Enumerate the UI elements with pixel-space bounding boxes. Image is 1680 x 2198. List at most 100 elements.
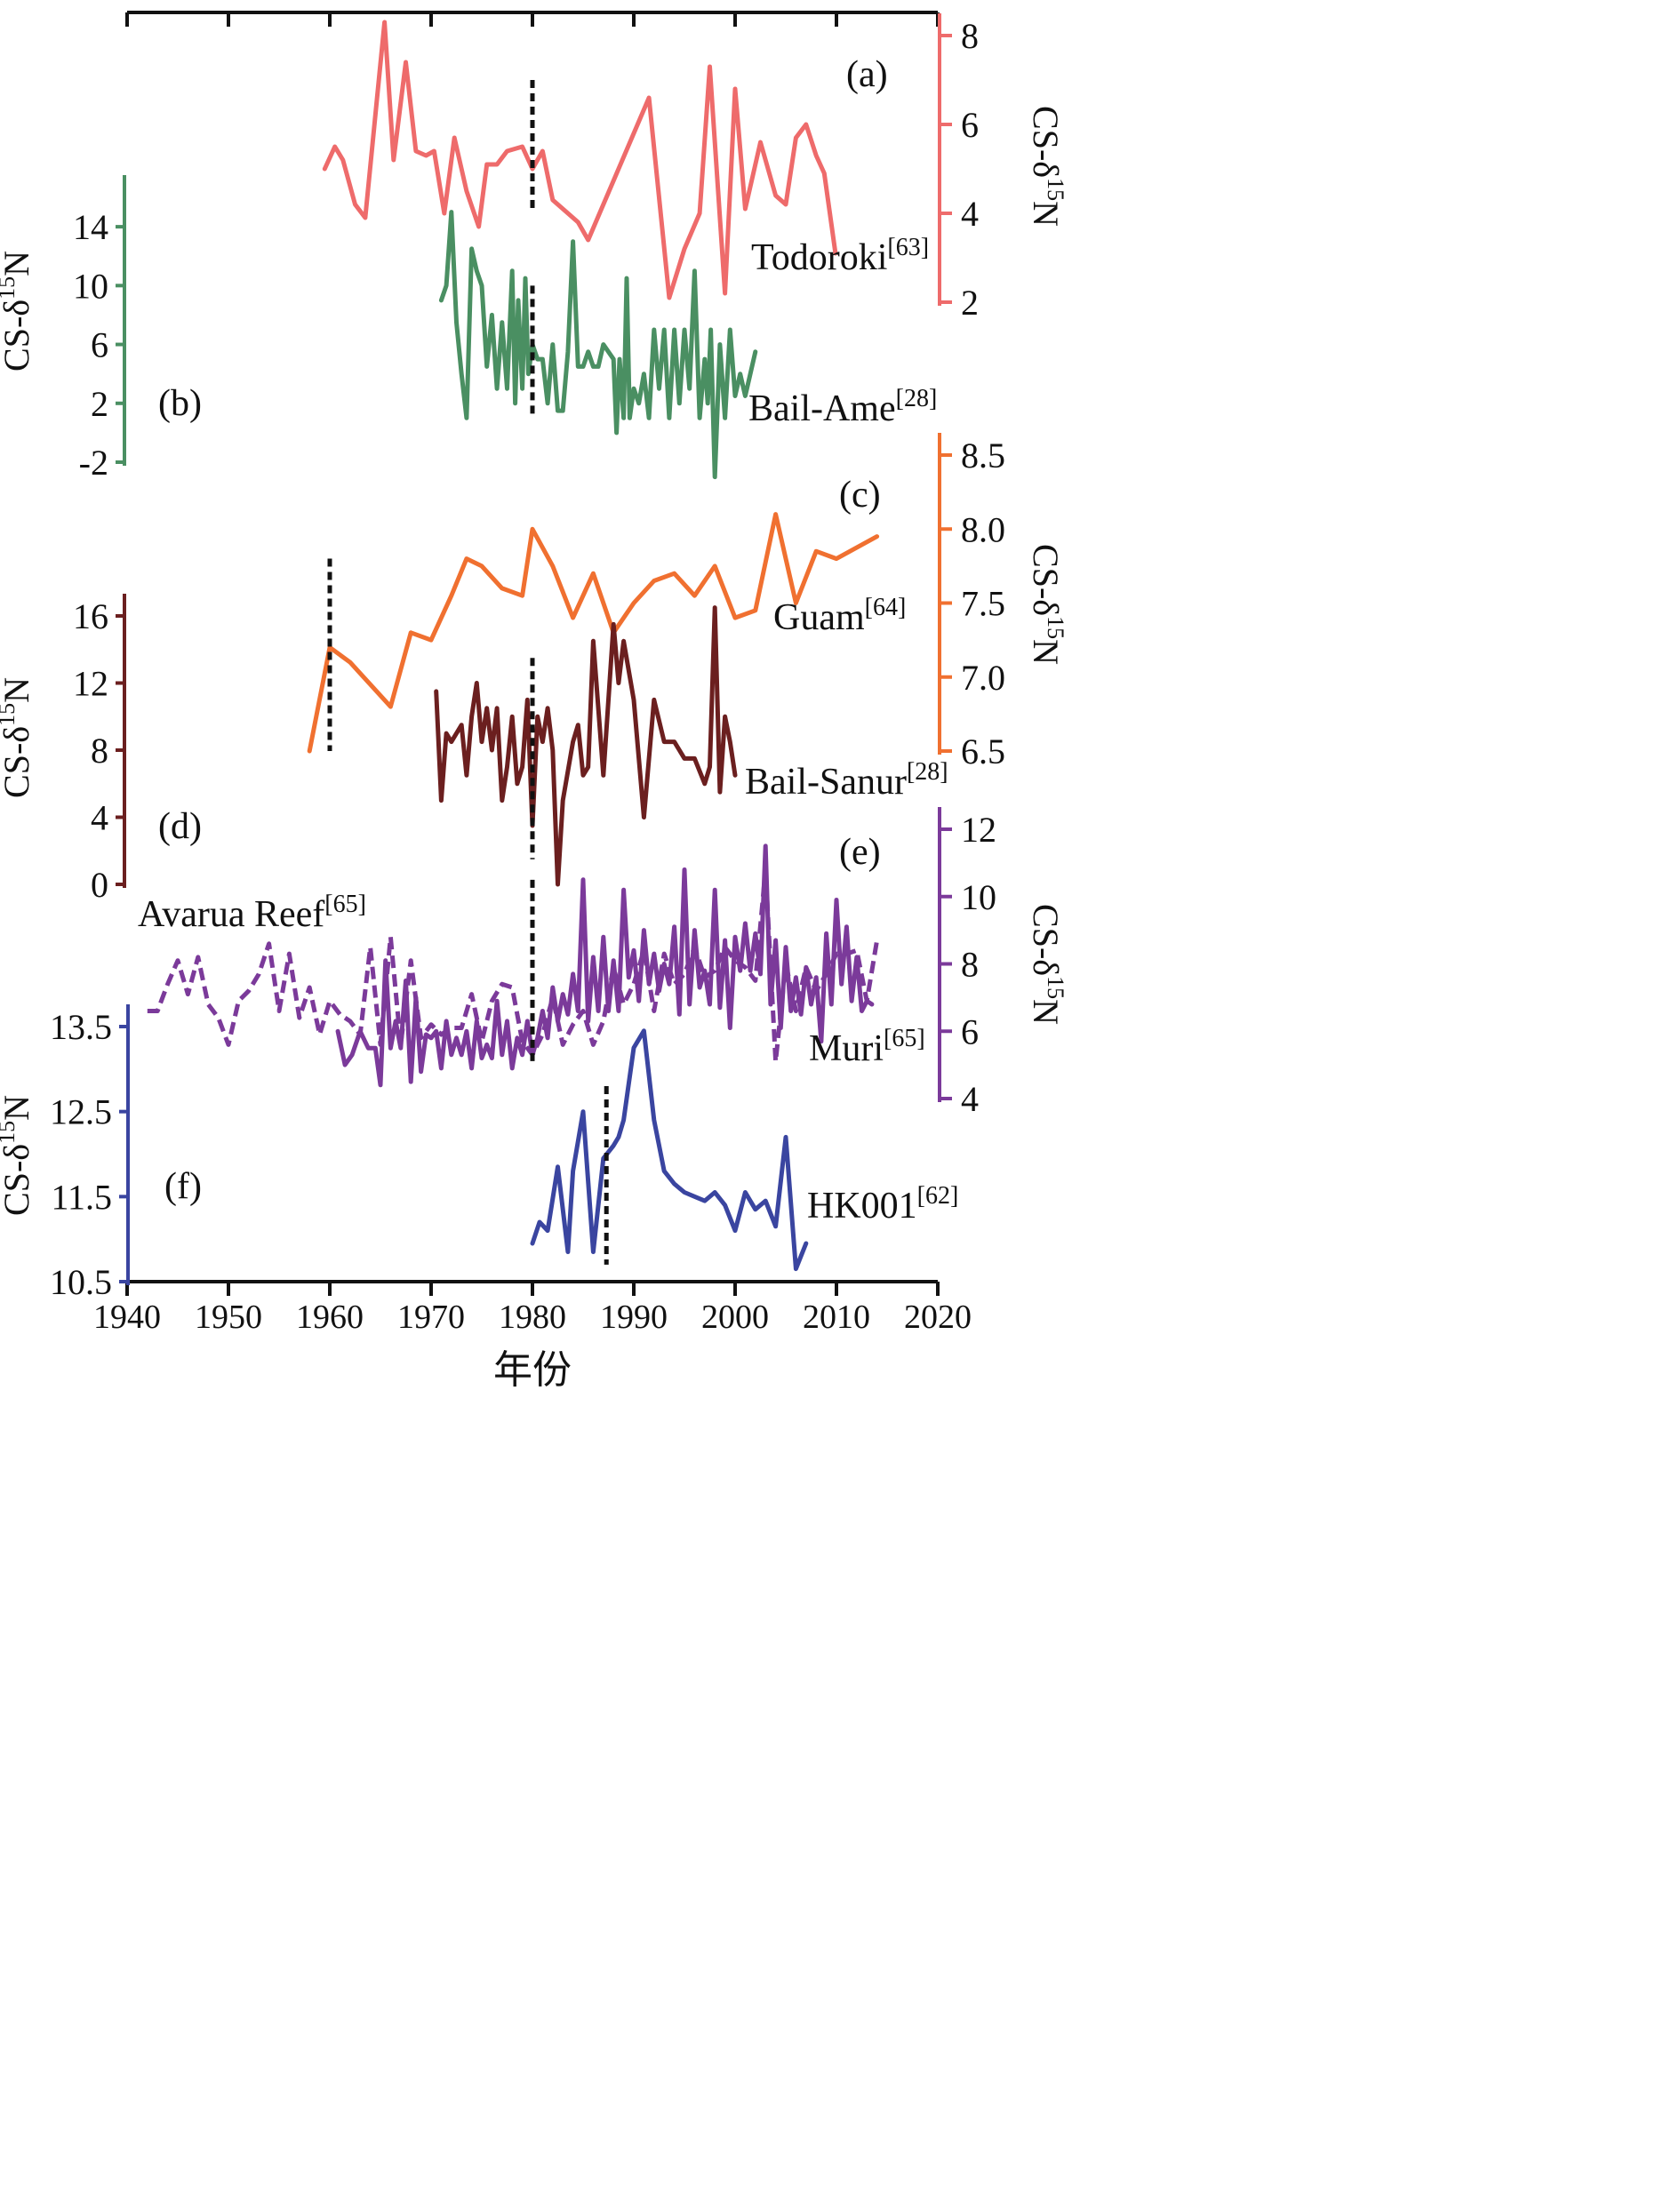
y-title-superscript: 15 (0, 703, 20, 726)
y-tick-label-a: 4 (961, 194, 979, 234)
panel-label-f: (f) (164, 1166, 202, 1207)
y-title-tail: N (1026, 201, 1066, 227)
y-tick-label-d: 12 (73, 664, 108, 704)
y-tick-label-e: 10 (961, 877, 996, 917)
y-tick-label-a: 6 (961, 105, 979, 145)
y-tick-label-d: 4 (91, 798, 108, 838)
y-tick-label-e: 8 (961, 945, 979, 985)
series-reference-superscript: [65] (324, 891, 366, 918)
y-tick-label-b: 2 (91, 384, 108, 424)
y-axis-title-d: CS-δ15N (0, 677, 36, 798)
series-name-d: Bail-Sanur[28] (745, 758, 948, 803)
y-axis-title-f: CS-δ15N (0, 1095, 36, 1216)
y-axis-title-e: CS-δ15N (1026, 904, 1068, 1025)
y-tick-label-c: 8.5 (961, 436, 1005, 476)
y-tick-label-e: 6 (961, 1011, 979, 1051)
y-title-base: CS-δ (1026, 544, 1066, 616)
y-tick-label-a: 8 (961, 16, 979, 56)
series-name-b: Bail-Ame[28] (748, 385, 937, 429)
y-tick-label-b: 6 (91, 325, 108, 365)
y-axis-title-a: CS-δ15N (1026, 106, 1068, 227)
y-title-tail: N (0, 677, 36, 703)
y-tick-label-c: 7.5 (961, 584, 1005, 624)
y-tick-label-c: 7.0 (961, 658, 1005, 698)
y-title-base: CS-δ (0, 726, 36, 798)
panel-label-b: (b) (158, 383, 202, 424)
y-tick-label-b: 14 (73, 207, 108, 247)
y-axis-title-c: CS-δ15N (1026, 544, 1068, 665)
series-name-text: HK001 (807, 1186, 917, 1227)
axes-layer (116, 11, 952, 1296)
y-title-superscript: 15 (1043, 178, 1068, 201)
series-reference-superscript: [64] (865, 594, 907, 621)
panel-label-e: (e) (839, 832, 881, 873)
y-title-superscript: 15 (0, 276, 20, 300)
x-tick-label: 1980 (499, 1299, 566, 1336)
series-name-text: Avarua Reef (138, 894, 324, 935)
y-axis-title-b: CS-δ15N (0, 251, 36, 372)
series-name-e: Avarua Reef[65] (138, 891, 366, 935)
series-line-b (438, 210, 758, 480)
y-tick-label-f: 13.5 (50, 1007, 112, 1047)
series-reference-superscript: [28] (907, 758, 948, 786)
y-title-superscript: 15 (1043, 976, 1068, 999)
y-tick-label-c: 8.0 (961, 509, 1005, 549)
x-tick-label: 2020 (904, 1299, 972, 1336)
series-name-text: Bail-Ame (748, 388, 896, 429)
y-title-tail: N (1026, 999, 1066, 1025)
y-title-superscript: 15 (1043, 616, 1068, 639)
y-tick-label-c: 6.5 (961, 731, 1005, 771)
y-tick-label-d: 16 (73, 596, 108, 636)
series-line-e-dashed (147, 867, 880, 1064)
y-tick-label-f: 11.5 (51, 1177, 112, 1217)
x-tick-label: 1960 (296, 1299, 364, 1336)
series-line-a (322, 20, 838, 300)
x-tick-label: 1990 (600, 1299, 668, 1336)
series-name-text: Todoroki (751, 237, 887, 278)
data-lines-layer (147, 20, 880, 1272)
series-line-f (530, 1028, 809, 1272)
y-title-tail: N (0, 251, 36, 276)
y-title-base: CS-δ (1026, 904, 1066, 976)
y-tick-label-a: 2 (961, 283, 979, 323)
series-name-text: Muri (809, 1028, 884, 1069)
x-tick-label: 2010 (803, 1299, 870, 1336)
panel-label-c: (c) (839, 475, 881, 516)
y-tick-label-e: 4 (961, 1079, 979, 1119)
series-line-c (307, 512, 880, 754)
series-reference-superscript: [63] (887, 234, 929, 261)
series-name-text: Bail-Sanur (745, 762, 907, 803)
y-tick-label-d: 0 (91, 865, 108, 905)
series-name-c: Guam[64] (773, 594, 906, 638)
y-title-base: CS-δ (0, 1144, 36, 1216)
y-tick-label-f: 10.5 (50, 1262, 112, 1302)
x-axis-title: 年份 (493, 1348, 572, 1392)
y-title-base: CS-δ (1026, 106, 1066, 178)
series-name-e: Muri[65] (809, 1025, 925, 1069)
series-reference-superscript: [62] (917, 1182, 959, 1210)
panel-label-d: (d) (158, 806, 202, 847)
series-line-d (434, 605, 738, 887)
y-tick-label-b: 10 (73, 266, 108, 306)
series-name-f: HK001[62] (807, 1182, 958, 1227)
series-line-e (335, 843, 875, 1088)
series-reference-superscript: [28] (896, 385, 938, 412)
labels-layer: 1940 1950 1960 1970 1980 1990 2000 2010 2020年份86… (0, 16, 1068, 1392)
y-tick-label-f: 12.5 (50, 1092, 112, 1132)
y-title-base: CS-δ (0, 300, 36, 372)
y-tick-label-e: 12 (961, 810, 996, 850)
series-name-text: Guam (773, 597, 865, 638)
panel-label-a: (a) (846, 54, 888, 95)
y-title-tail: N (0, 1095, 36, 1121)
x-tick-label: 1950 (195, 1299, 262, 1336)
y-tick-label-b: -2 (79, 443, 108, 483)
y-tick-label-d: 8 (91, 731, 108, 771)
x-tick-label: 2000 (701, 1299, 769, 1336)
series-name-a: Todoroki[63] (751, 234, 929, 278)
y-title-superscript: 15 (0, 1121, 20, 1144)
x-tick-label: 1970 (397, 1299, 465, 1336)
x-tick-label: 1940 (93, 1299, 161, 1336)
series-reference-superscript: [65] (884, 1025, 925, 1052)
y-title-tail: N (1026, 639, 1066, 665)
